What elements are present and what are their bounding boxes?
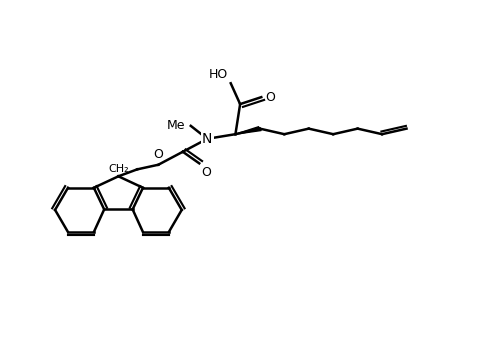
Text: N: N	[202, 132, 212, 146]
Polygon shape	[236, 127, 262, 134]
Text: CH₂: CH₂	[108, 164, 128, 174]
Text: Me: Me	[166, 119, 185, 132]
Text: O: O	[265, 91, 275, 104]
Text: HO: HO	[209, 68, 229, 81]
Text: O: O	[154, 148, 164, 161]
Text: O: O	[202, 166, 211, 179]
